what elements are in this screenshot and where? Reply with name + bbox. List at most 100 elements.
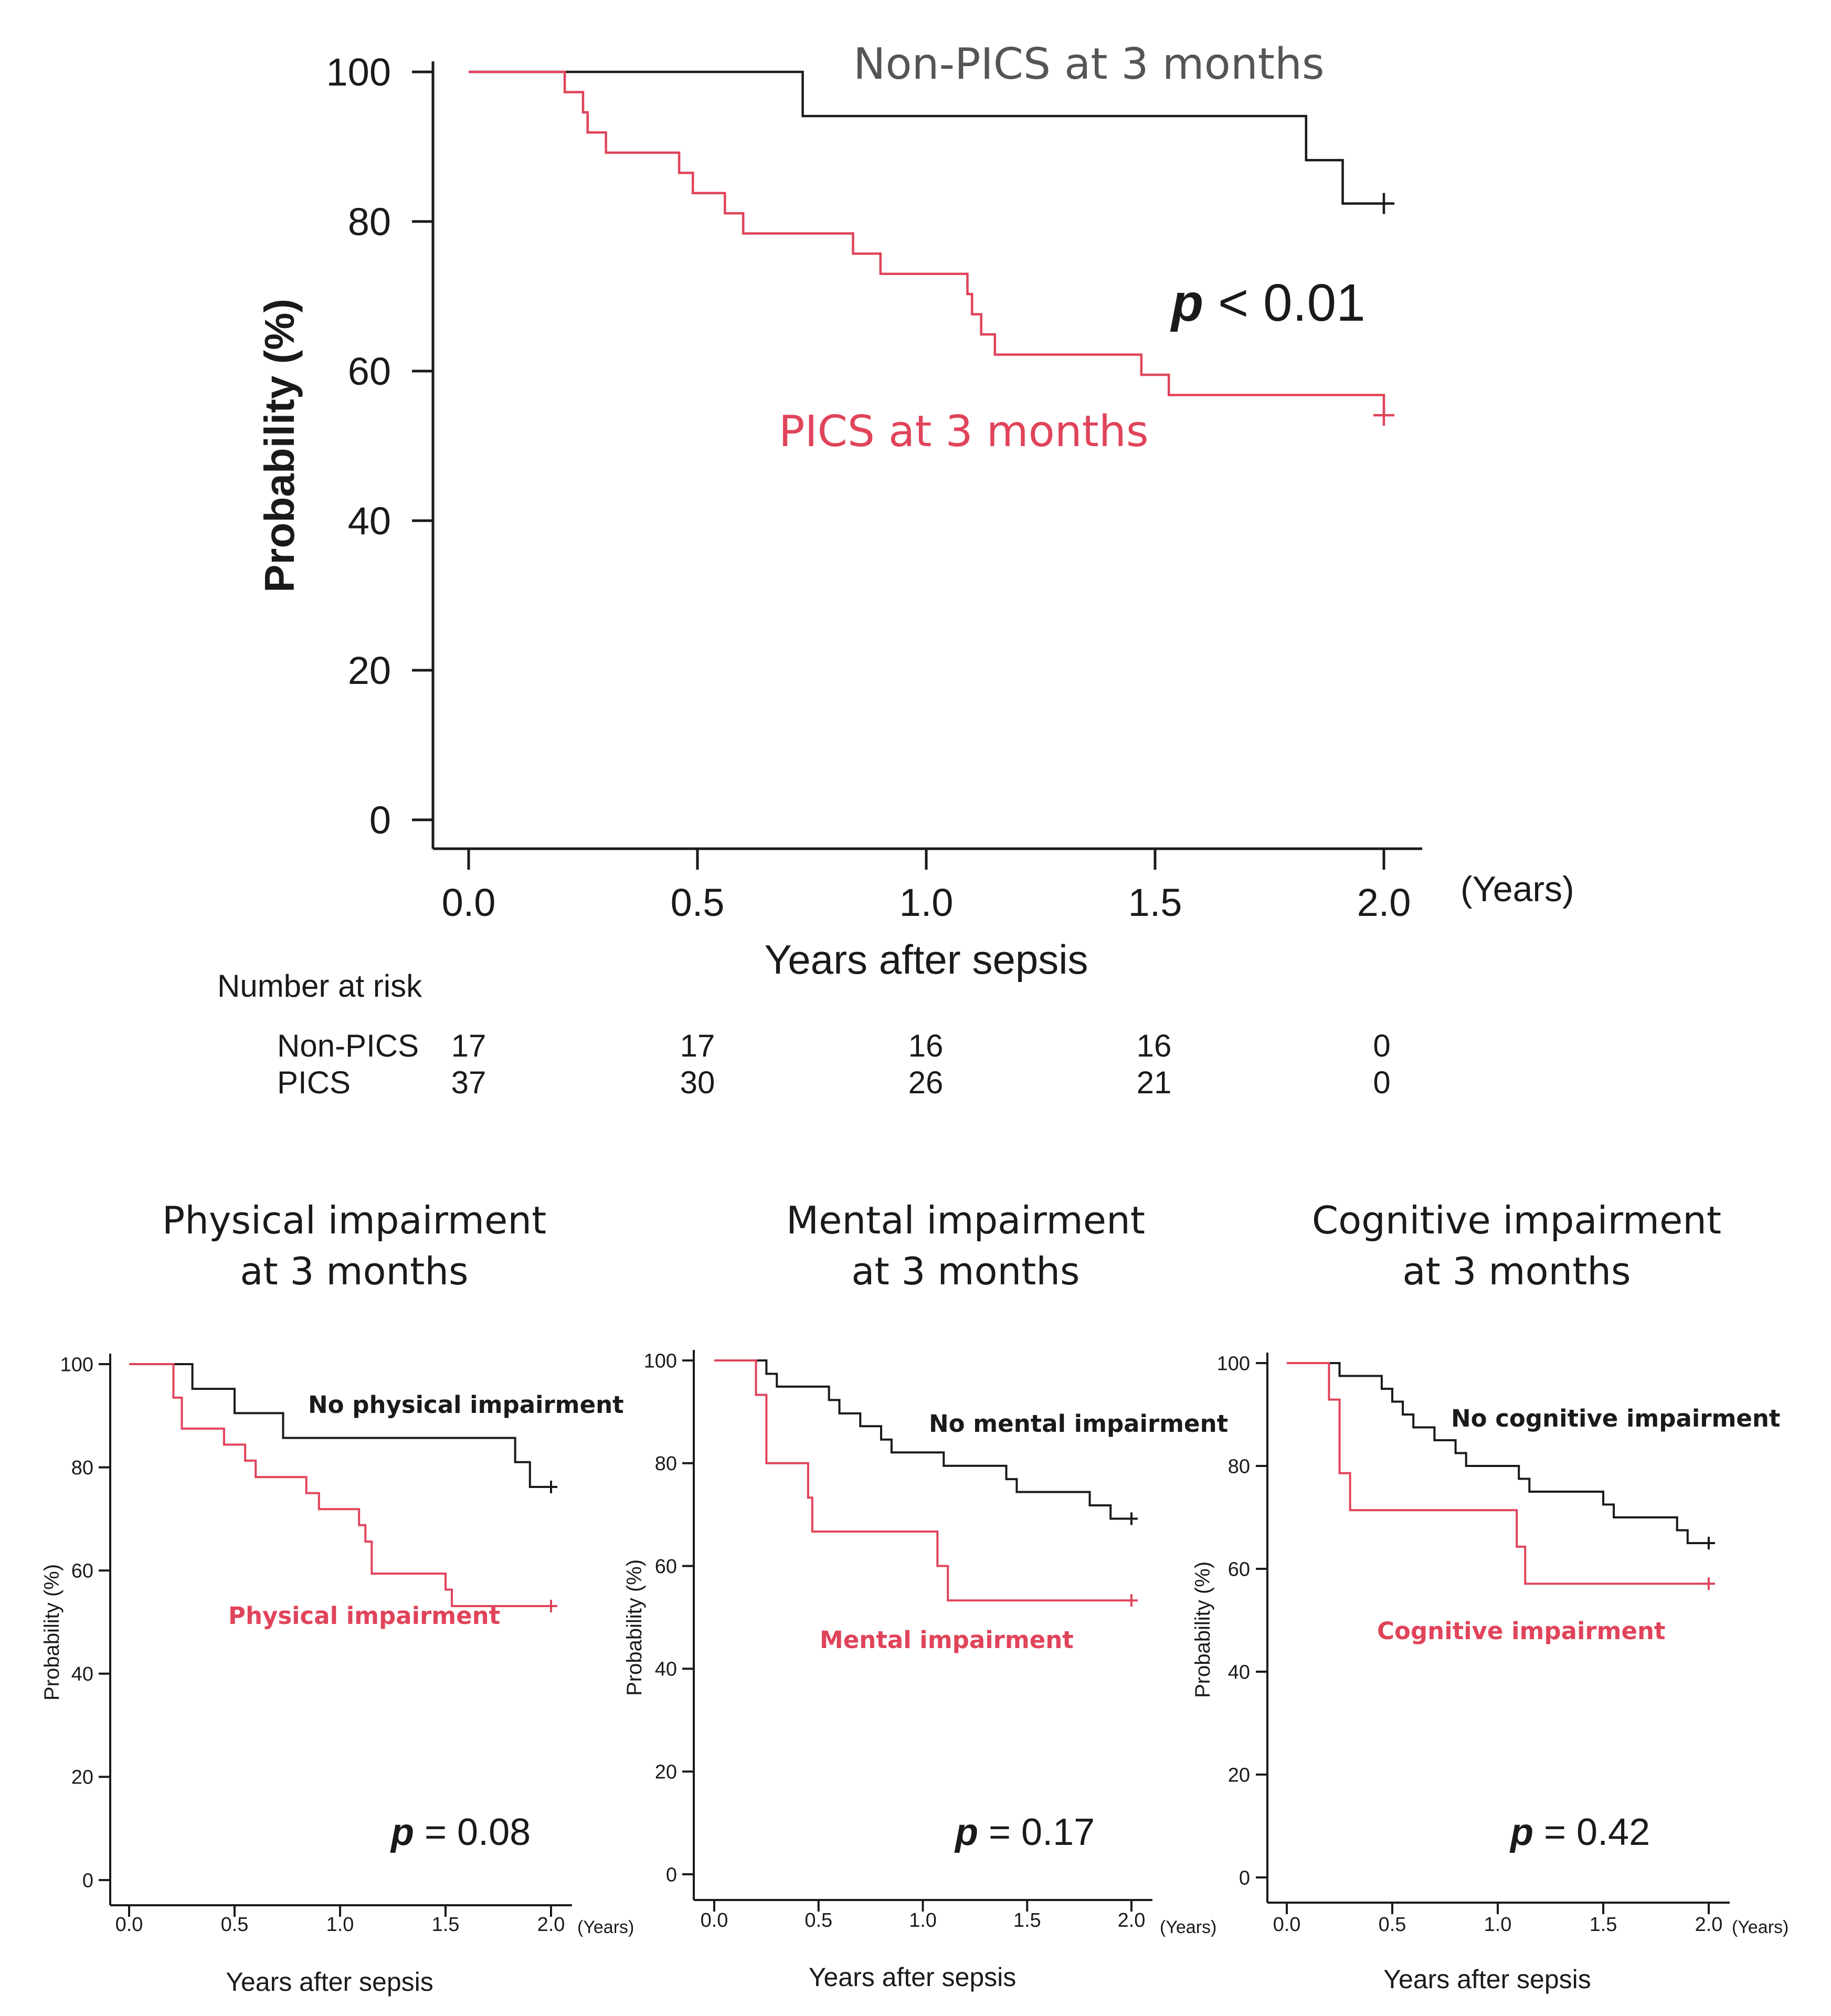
p-value-text: < 0.01 <box>1203 273 1366 332</box>
x-unit-label: (Years) <box>1460 869 1574 909</box>
series-label: Non-PICS at 3 months <box>853 39 1325 89</box>
x-tick-label: 0.5 <box>221 1914 249 1936</box>
p-value-text: = 0.42 <box>1533 1811 1650 1853</box>
y-tick-label: 80 <box>1228 1455 1250 1477</box>
x-tick-label: 0.0 <box>701 1909 728 1931</box>
censor-mark <box>545 1480 557 1493</box>
y-tick-label: 20 <box>71 1767 93 1789</box>
x-tick-label: 0.5 <box>805 1909 832 1931</box>
series-line-red <box>469 70 1385 416</box>
risk-count: 21 <box>1137 1065 1172 1100</box>
series-line-red <box>129 1363 551 1608</box>
series-line-black <box>1287 1362 1709 1544</box>
x-axis-label: Years after sepsis <box>764 936 1088 983</box>
x-tick-label: 0.5 <box>1379 1914 1406 1936</box>
x-tick-label: 1.0 <box>899 881 954 924</box>
x-tick-label: 1.0 <box>326 1914 354 1936</box>
censor-mark <box>1373 193 1394 214</box>
y-tick-label: 60 <box>1228 1558 1250 1580</box>
y-axis-label: Probability (%) <box>1191 1561 1214 1698</box>
series-label: No mental impairment <box>929 1410 1228 1438</box>
risk-count: 17 <box>680 1028 715 1063</box>
y-tick-label: 40 <box>1228 1661 1250 1683</box>
censor-mark <box>1373 405 1394 426</box>
x-tick-label: 1.0 <box>1484 1914 1512 1936</box>
p-value-text: = 0.08 <box>414 1811 531 1853</box>
chart-title-line: Cognitive impairment <box>1312 1198 1721 1242</box>
p-symbol: p <box>1509 1811 1533 1853</box>
y-tick-label: 0 <box>369 798 391 842</box>
series-line-black <box>469 70 1384 205</box>
risk-count: 26 <box>908 1065 944 1100</box>
p-value: p = 0.17 <box>954 1811 1095 1853</box>
x-tick-label: 2.0 <box>1118 1909 1146 1931</box>
y-tick-label: 100 <box>326 50 391 94</box>
p-symbol: p <box>390 1811 414 1853</box>
risk-count: 16 <box>1137 1028 1172 1063</box>
x-axis-label: Years after sepsis <box>226 1967 433 1997</box>
chart-title-line: Physical impairment <box>162 1198 546 1242</box>
x-tick-label: 0.0 <box>115 1914 143 1936</box>
y-axis-label: Probability (%) <box>256 299 303 593</box>
chart-title-line: Mental impairment <box>786 1198 1145 1242</box>
x-tick-label: 0.5 <box>671 881 725 924</box>
series-label: No physical impairment <box>308 1391 624 1419</box>
x-tick-label: 2.0 <box>537 1914 565 1936</box>
y-tick-label: 40 <box>655 1659 677 1681</box>
p-value: p < 0.01 <box>1170 273 1366 332</box>
y-tick-label: 0 <box>82 1870 93 1892</box>
censor-mark <box>1702 1537 1715 1549</box>
y-tick-label: 0 <box>666 1864 677 1886</box>
x-tick-label: 0.0 <box>442 881 496 924</box>
y-tick-label: 80 <box>348 200 391 244</box>
p-value: p = 0.08 <box>390 1811 531 1853</box>
series-line-black <box>129 1363 551 1488</box>
x-tick-label: 0.0 <box>1273 1914 1301 1936</box>
x-tick-label: 1.5 <box>432 1914 460 1936</box>
risk-count: 37 <box>451 1065 486 1100</box>
series-line-black <box>714 1359 1131 1520</box>
risk-count: 0 <box>1373 1065 1390 1100</box>
x-axis-label: Years after sepsis <box>1383 1965 1591 1994</box>
series-label: No cognitive impairment <box>1451 1405 1780 1432</box>
censor-mark <box>545 1600 557 1613</box>
x-tick-label: 2.0 <box>1695 1914 1723 1936</box>
p-symbol: p <box>954 1811 978 1853</box>
y-tick-label: 40 <box>348 499 391 543</box>
x-axis-label: Years after sepsis <box>809 1962 1017 1992</box>
x-unit-label: (Years) <box>1160 1917 1216 1937</box>
risk-count: 30 <box>680 1065 715 1100</box>
series-label: Cognitive impairment <box>1377 1617 1666 1645</box>
risk-count: 0 <box>1373 1028 1390 1063</box>
y-tick-label: 60 <box>655 1556 677 1578</box>
y-tick-label: 100 <box>644 1350 677 1372</box>
risk-count: 17 <box>451 1028 486 1063</box>
censor-mark <box>1125 1512 1138 1525</box>
risk-row-label: PICS <box>277 1065 351 1100</box>
x-unit-label: (Years) <box>1732 1917 1788 1937</box>
series-label: Mental impairment <box>820 1626 1074 1654</box>
series-line-red <box>714 1359 1131 1602</box>
y-tick-label: 60 <box>348 350 391 393</box>
risk-table-header: Number at risk <box>217 968 422 1004</box>
risk-count: 16 <box>908 1028 944 1063</box>
p-value-text: = 0.17 <box>978 1811 1095 1853</box>
y-tick-label: 20 <box>348 649 391 692</box>
y-axis-label: Probability (%) <box>40 1564 63 1701</box>
chart-title-line: at 3 months <box>1402 1249 1631 1293</box>
x-tick-label: 1.0 <box>909 1909 937 1931</box>
x-unit-label: (Years) <box>577 1917 634 1937</box>
risk-table: Number at risk Non-PICS 17 17 16 16 0 PICS 37 30 2… <box>217 968 1391 1100</box>
y-tick-label: 60 <box>71 1560 93 1582</box>
chart-physical: Physical impairment at 3 months 0 20 40 60 80 1… <box>40 1198 634 1997</box>
y-tick-label: 100 <box>1217 1353 1250 1375</box>
p-symbol: p <box>1170 273 1203 332</box>
x-tick-label: 1.5 <box>1128 881 1182 924</box>
y-axis-label: Probability (%) <box>623 1559 646 1696</box>
y-tick-label: 40 <box>71 1663 93 1685</box>
chart-title-line: at 3 months <box>851 1249 1079 1293</box>
x-tick-label: 1.5 <box>1013 1909 1041 1931</box>
series-label: Physical impairment <box>228 1602 500 1630</box>
y-tick-label: 80 <box>655 1453 677 1475</box>
